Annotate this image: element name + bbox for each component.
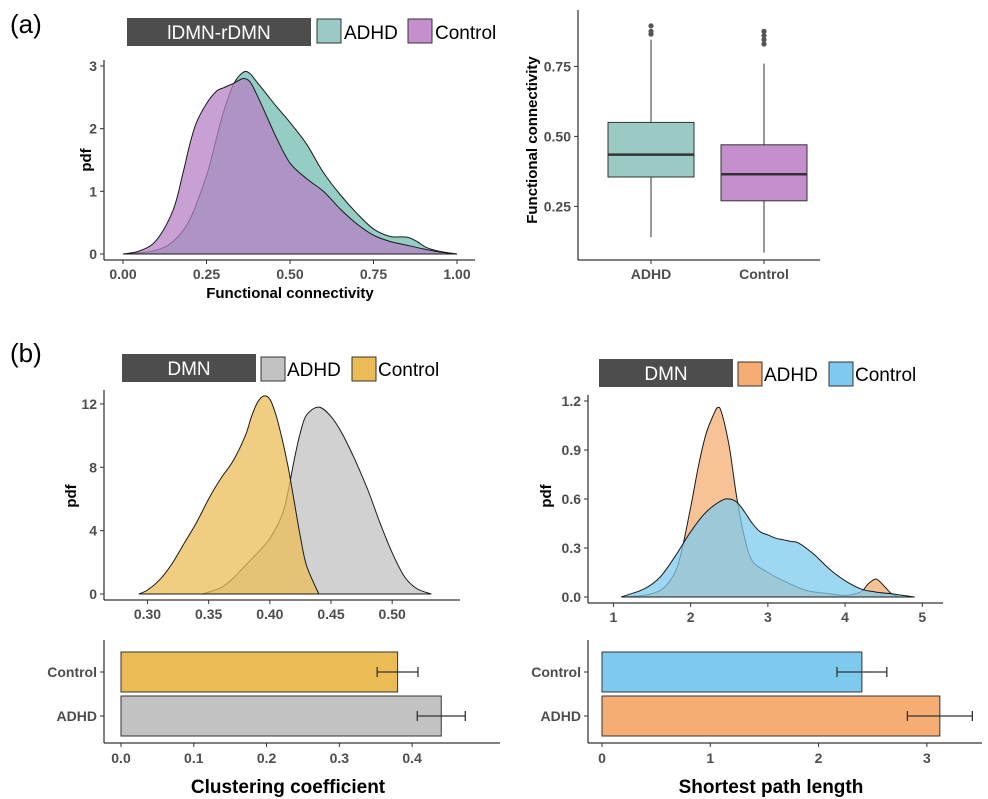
a-box-y-tick-label: 0.25 [544, 198, 571, 214]
a-box-box-control [720, 144, 808, 202]
x-axis-title-a-density: Functional connectivity [206, 285, 374, 302]
b-path-length-x-tick-label: 1 [610, 609, 618, 625]
b-clustering-x-tick-label: 0.30 [134, 606, 161, 622]
panel-label-a: (a) [10, 9, 42, 39]
b-clustering-y-tick-label: 12 [81, 396, 97, 412]
panel-label-b: (b) [10, 338, 42, 368]
b-clustering-density-control [138, 395, 320, 595]
b-clustering-bar-bar-control [120, 651, 399, 693]
a-box-y-tick-label: 0.50 [544, 128, 571, 144]
b-path-length-y-tick-label: 0.9 [562, 442, 582, 458]
a-density-y-tick-label: 1 [89, 183, 97, 199]
title-b-right: DMN [644, 364, 687, 385]
b-path-length-bar-x-tick-label: 0 [598, 750, 606, 766]
legend-swatch-b-left-adhd [260, 356, 286, 382]
b-path-length-bar-y-tick-label-adhd: ADHD [541, 708, 581, 724]
b-clustering-bar-x-tick-label: 0.3 [330, 750, 350, 766]
density-plot-a: 0.00 0.25 0.50 0.75 1.00 0 1 2 3 [89, 58, 475, 282]
b-path-length-bar-x-tick-label: 2 [815, 750, 823, 766]
a-box-outlier-control [761, 28, 767, 34]
b-clustering-bar-x-tick-label: 0.4 [402, 750, 422, 766]
bar-chart-b-path-length: Control ADHD 0 1 2 3 [531, 640, 982, 766]
b-clustering-bar-y-tick-label-adhd: ADHD [57, 708, 97, 724]
a-density-density-control [122, 77, 458, 255]
b-clustering-x-tick-label: 0.50 [379, 606, 406, 622]
a-box-outlier-control [761, 33, 767, 39]
legend-label-b-left-control: Control [378, 360, 439, 381]
b-path-length-bar-y-tick-label-control: Control [531, 664, 581, 680]
y-axis-title-a-density: pdf [78, 147, 95, 171]
b-clustering-bar-x-tick-label: 0.2 [257, 750, 277, 766]
a-box-outlier-adhd [648, 23, 654, 29]
b-path-length-bar-bar-adhd [601, 695, 941, 737]
a-density-x-tick-label: 0.50 [276, 266, 303, 282]
b-path-length-bar-x-tick-label: 1 [706, 750, 714, 766]
b-path-length-x-tick-label: 3 [764, 609, 772, 625]
legend-label-b-right-control: Control [855, 365, 916, 386]
title-badge-b-left [122, 354, 256, 382]
legend-swatch-b-right-adhd [737, 361, 763, 387]
b-path-length-y-tick-label: 0.0 [562, 589, 582, 605]
b-clustering-x-tick-label: 0.45 [317, 606, 344, 622]
legend-label-a-control: Control [435, 23, 496, 44]
x-axis-title-b-clustering: Clustering coefficient [191, 777, 386, 798]
b-path-length-bar-bar-control [601, 651, 863, 693]
a-density-y-tick-label: 3 [89, 58, 97, 74]
title-a: lDMN-rDMN [167, 23, 270, 44]
density-plot-b-clustering: 0.30 0.35 0.40 0.45 0.50 0 4 8 12 [81, 390, 460, 622]
a-density-x-tick-label: 1.00 [443, 266, 470, 282]
b-clustering-x-tick-label: 0.40 [256, 606, 283, 622]
legend-swatch-a-adhd [316, 18, 342, 44]
y-axis-title-b-path-length: pdf [538, 483, 555, 507]
b-path-length-x-tick-label: 2 [687, 609, 695, 625]
y-axis-title-b-clustering: pdf [63, 483, 80, 507]
bar-chart-b-clustering: Control ADHD 0.0 0.1 0.2 0.3 0.4 [47, 640, 500, 766]
x-axis-title-b-path-length: Shortest path length [679, 777, 864, 798]
boxplot-a: ADHD Control 0.25 0.50 0.75 [544, 10, 820, 282]
a-box-outlier-control [761, 37, 767, 43]
legend-label-a-adhd: ADHD [344, 23, 398, 44]
a-density-x-tick-label: 0.00 [109, 266, 136, 282]
legend-label-b-right-adhd: ADHD [764, 365, 818, 386]
legend-label-b-left-adhd: ADHD [287, 360, 341, 381]
b-clustering-x-tick-label: 0.35 [195, 606, 222, 622]
b-clustering-y-tick-label: 4 [89, 523, 97, 539]
legend-swatch-b-right-control [828, 361, 854, 387]
legend-swatch-a-control [407, 18, 433, 44]
legend-swatch-b-left-control [351, 356, 377, 382]
a-box-x-tick-label-adhd: ADHD [631, 266, 671, 282]
title-b-left: DMN [167, 359, 210, 380]
b-clustering-bar-x-tick-label: 0.1 [184, 750, 204, 766]
b-path-length-y-tick-label: 0.3 [562, 540, 582, 556]
a-density-y-tick-label: 0 [89, 246, 97, 262]
b-path-length-y-tick-label: 0.6 [562, 491, 582, 507]
title-badge-b-right [599, 359, 733, 387]
b-path-length-y-tick-label: 1.2 [562, 393, 582, 409]
b-clustering-y-tick-label: 8 [89, 459, 97, 475]
a-density-x-tick-label: 0.25 [193, 266, 220, 282]
a-box-x-tick-label-control: Control [739, 266, 789, 282]
b-path-length-bar-x-tick-label: 3 [923, 750, 931, 766]
a-box-y-tick-label: 0.75 [544, 58, 571, 74]
a-density-y-tick-label: 2 [89, 121, 97, 137]
b-clustering-bar-y-tick-label-control: Control [47, 664, 97, 680]
b-clustering-y-tick-label: 0 [89, 586, 97, 602]
b-path-length-x-tick-label: 5 [918, 609, 926, 625]
a-box-box-adhd [607, 121, 695, 178]
b-clustering-bar-bar-adhd [120, 695, 442, 737]
b-clustering-bar-x-tick-label: 0.0 [111, 750, 131, 766]
density-plot-b-path-length: 1 2 3 4 5 0.0 0.3 0.6 0.9 1.2 [562, 393, 943, 625]
b-path-length-x-tick-label: 4 [841, 609, 849, 625]
a-box-outlier-adhd [648, 28, 654, 34]
a-box-outlier-control [761, 41, 767, 47]
a-density-x-tick-label: 0.75 [360, 266, 387, 282]
b-path-length-density-control [621, 498, 915, 598]
title-badge-a [127, 18, 311, 46]
y-axis-title-a-box: Functional connectivity [524, 56, 541, 224]
